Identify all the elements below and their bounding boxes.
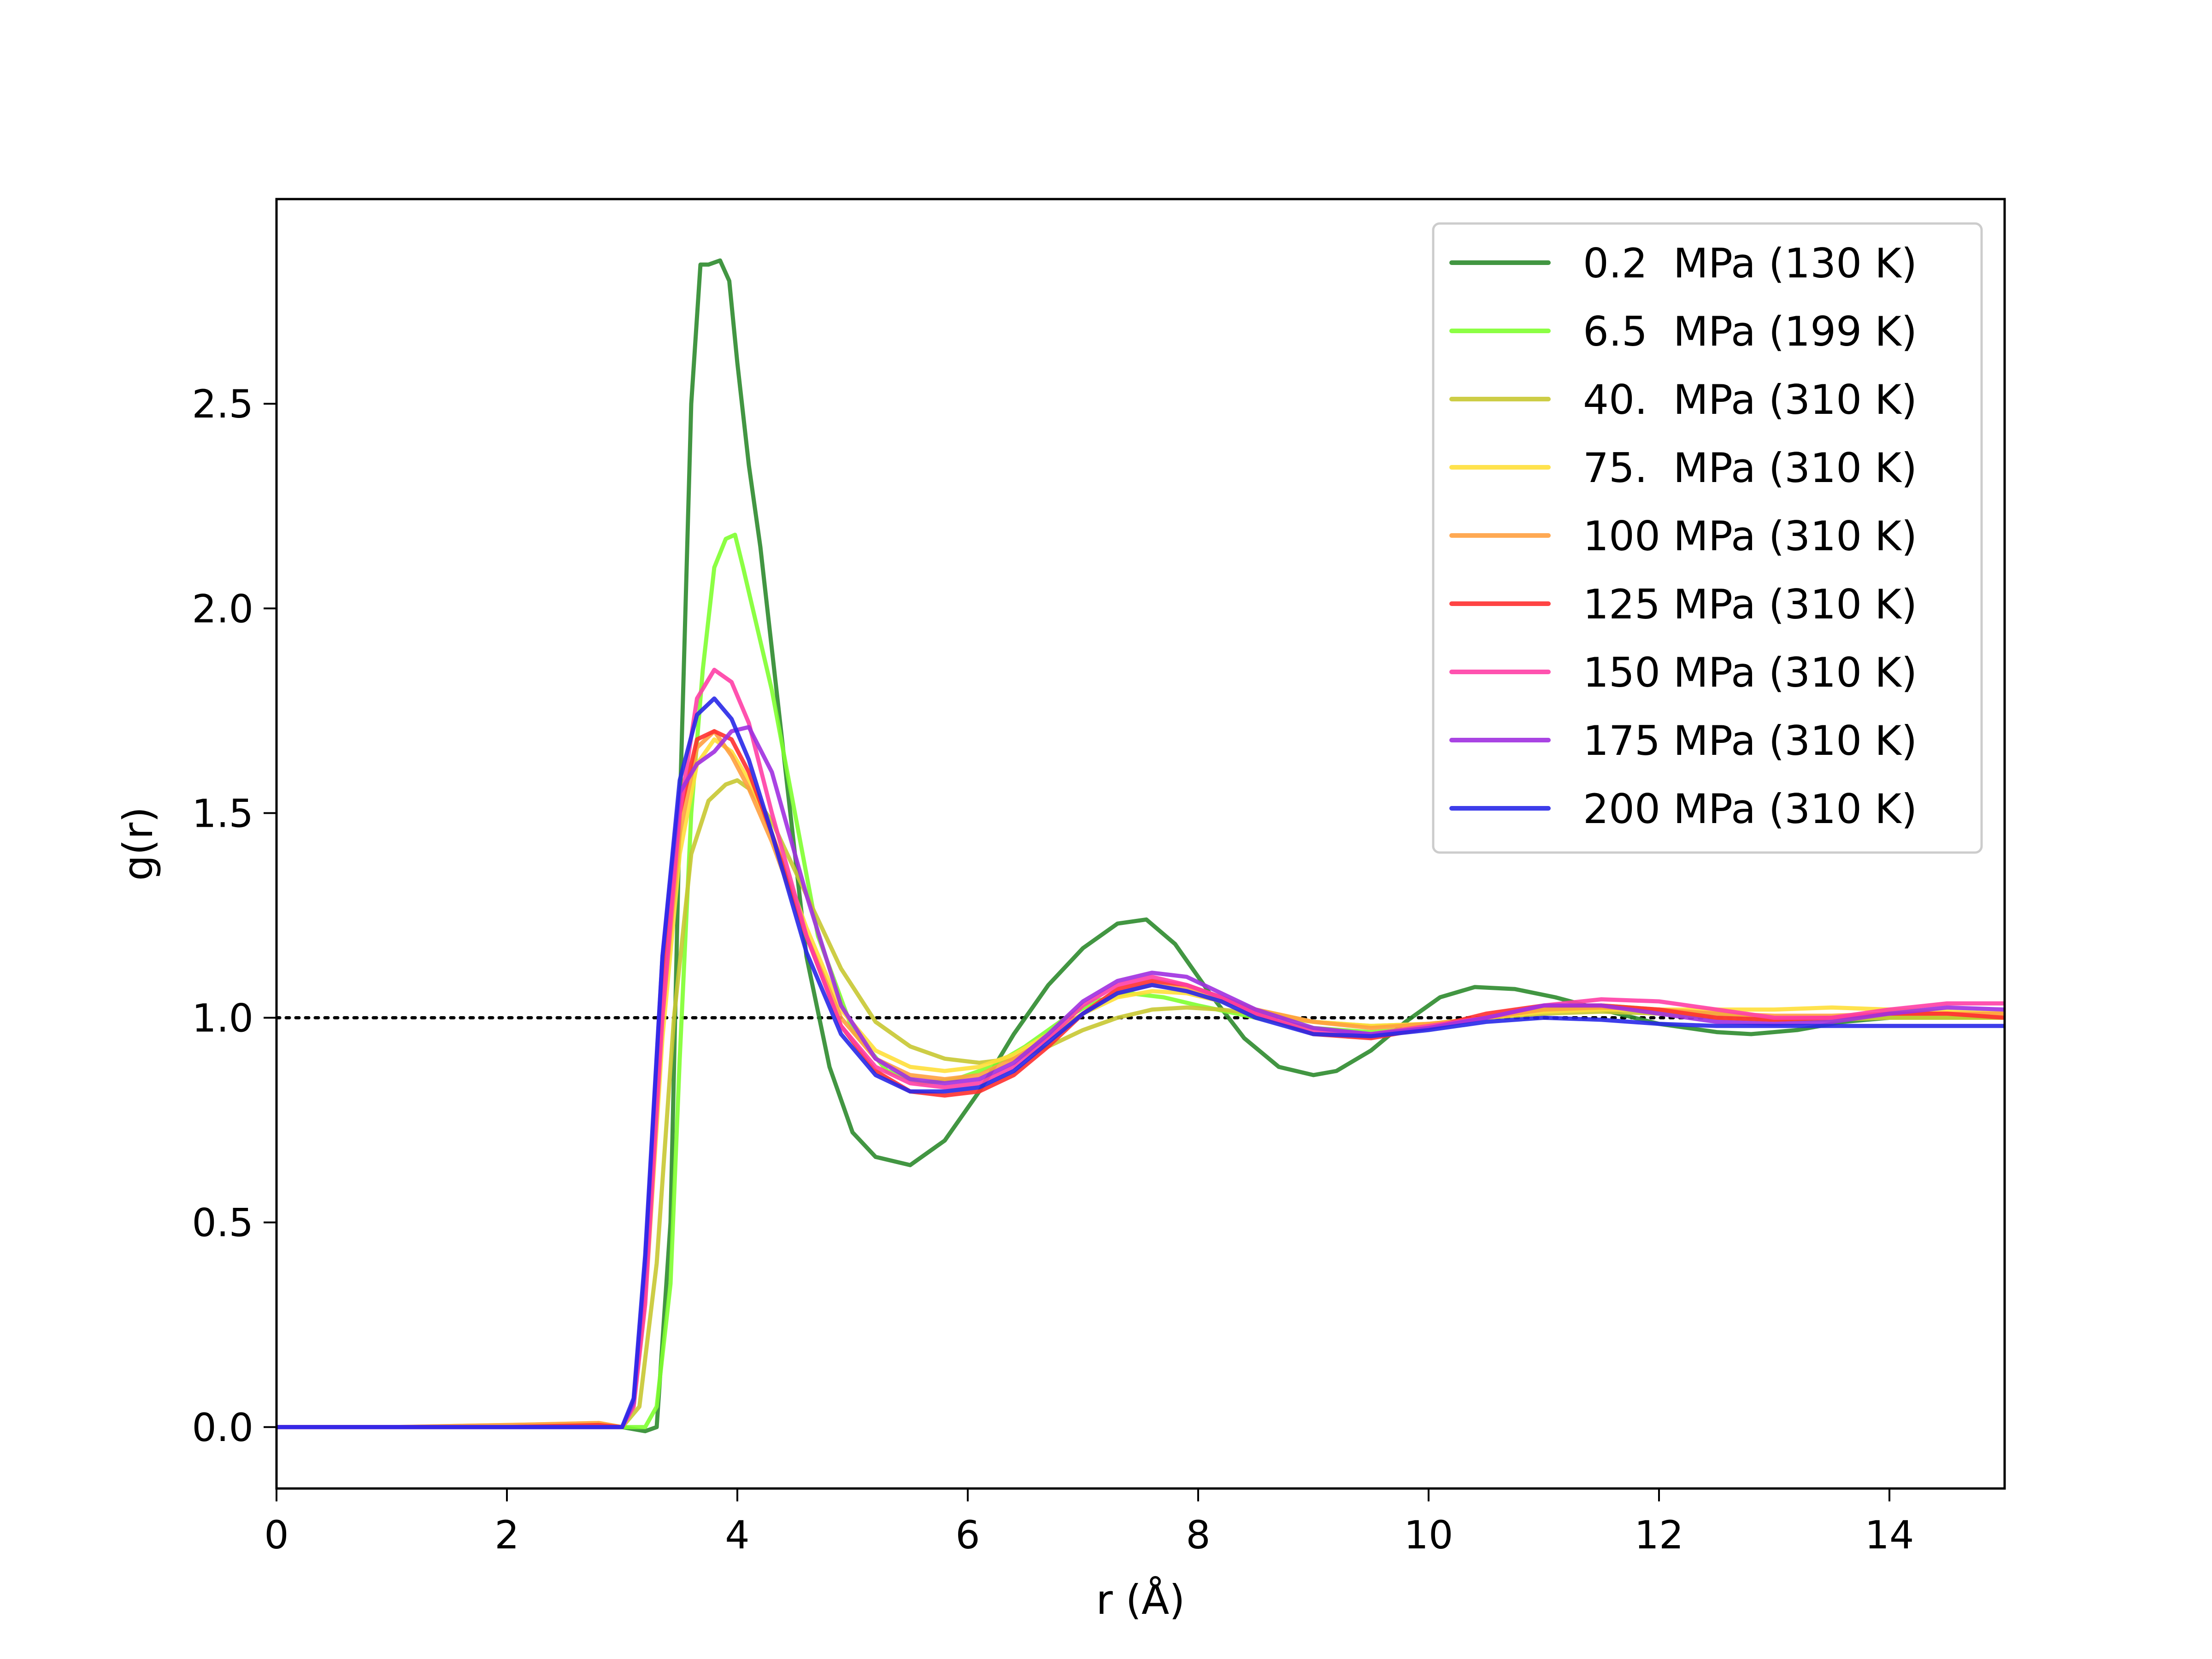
series-line-6 [276, 668, 2005, 1430]
legend-label-8: 200 MPa (310 K) [1583, 785, 1917, 833]
series-line-8 [276, 696, 2005, 1430]
x-tick-label: 8 [1186, 1512, 1210, 1558]
y-axis-label: g(r) [114, 807, 162, 881]
x-tick-label: 0 [264, 1512, 288, 1558]
legend-label-6: 150 MPa (310 K) [1583, 649, 1917, 696]
x-tick-label: 12 [1635, 1512, 1684, 1558]
legend-frame [1432, 222, 1983, 854]
y-tick-label: 0.5 [192, 1200, 253, 1246]
y-tick-label: 1.0 [192, 996, 253, 1041]
y-tick-label: 2.0 [192, 586, 253, 631]
y-tick-label: 2.5 [192, 382, 253, 427]
x-tick-label: 6 [955, 1512, 980, 1558]
legend-label-7: 175 MPa (310 K) [1583, 717, 1917, 765]
x-tick-label: 10 [1404, 1512, 1453, 1558]
x-tick-label: 14 [1865, 1512, 1914, 1558]
x-axis-label: r (Å) [1096, 1576, 1185, 1624]
y-tick-label: 1.5 [192, 791, 253, 836]
legend-label-5: 125 MPa (310 K) [1583, 581, 1917, 628]
legend-label-4: 100 MPa (310 K) [1583, 512, 1917, 560]
y-axis: 0.0 0.5 1.0 1.5 2.0 2.5 [192, 382, 276, 1450]
x-tick-label: 2 [494, 1512, 519, 1558]
x-axis: 0 2 4 6 8 10 12 14 [264, 1488, 1914, 1558]
x-tick-label: 4 [725, 1512, 749, 1558]
legend-label-2: 40. MPa (310 K) [1583, 376, 1917, 424]
legend-label-3: 75. MPa (310 K) [1583, 444, 1917, 492]
legend-label-1: 6.5 MPa (199 K) [1583, 308, 1917, 355]
legend: 0.2 MPa (130 K) 6.5 MPa (199 K) 40. MPa (3… [1432, 222, 1983, 854]
legend-label-0: 0.2 MPa (130 K) [1583, 240, 1917, 287]
y-tick-label: 0.0 [192, 1405, 253, 1450]
series-layer [276, 258, 2005, 1434]
plot-frame [275, 198, 2006, 1490]
